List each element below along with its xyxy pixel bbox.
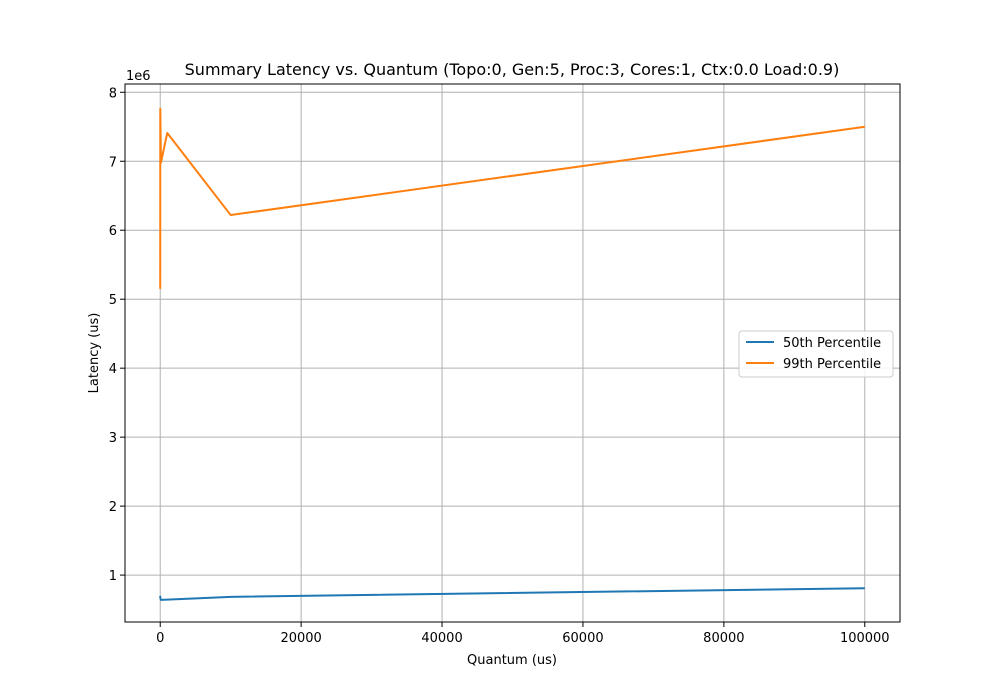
y-axis-label: Latency (us) (87, 313, 102, 394)
y-tick-label: 1 (109, 569, 117, 584)
y-offset-label: 1e6 (126, 69, 151, 84)
legend-label-50th: 50th Percentile (783, 336, 881, 351)
y-tick-label: 2 (109, 500, 117, 515)
y-tick-label: 5 (109, 293, 117, 308)
x-tick-label: 0 (156, 631, 164, 646)
y-tick-label: 4 (109, 362, 117, 377)
y-tick-label: 3 (109, 431, 117, 446)
series-line-0 (159, 587, 865, 601)
x-axis: 0 20000 40000 60000 80000 100000 (156, 622, 890, 646)
chart-title: Summary Latency vs. Quantum (Topo:0, Gen… (185, 60, 840, 79)
y-tick-label: 6 (109, 224, 117, 239)
x-tick-label: 80000 (703, 631, 744, 646)
x-axis-label: Quantum (us) (467, 653, 557, 668)
x-tick-label: 40000 (421, 631, 462, 646)
series-line-1 (159, 107, 865, 289)
x-tick-label: 60000 (562, 631, 603, 646)
plot-frame (124, 83, 901, 623)
series-layer (159, 107, 865, 601)
y-axis: 1 2 3 4 5 6 7 8 (109, 86, 125, 584)
y-tick-label: 8 (109, 86, 117, 101)
y-tick-label: 7 (109, 155, 117, 170)
x-tick-label: 100000 (840, 631, 890, 646)
x-tick-label: 20000 (280, 631, 321, 646)
legend-box (738, 330, 894, 378)
legend-label-99th: 99th Percentile (783, 357, 881, 372)
legend: 50th Percentile 99th Percentile (738, 330, 894, 378)
